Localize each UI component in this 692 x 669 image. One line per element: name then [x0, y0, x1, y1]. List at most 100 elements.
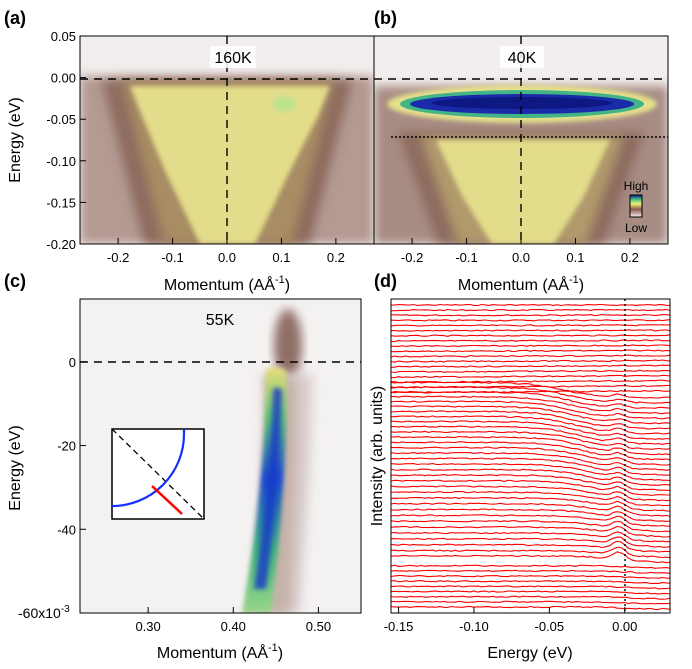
edc-line [390, 400, 671, 420]
edc-line [390, 354, 671, 358]
panel-d-xlabel: Energy (eV) [487, 645, 572, 662]
panel-c-image [80, 299, 361, 613]
panel-d-xtick-label: -0.15 [384, 619, 414, 634]
edc-line [390, 585, 671, 590]
inset-diagonal [111, 428, 205, 520]
panel-b-xtick-label: 0.1 [566, 250, 584, 265]
edc-line [390, 364, 671, 368]
panel-b-xlabel: Momentum (AÅ-1) [458, 274, 584, 294]
edc-line [390, 319, 671, 322]
panel-a-ytick-label: -0.15 [46, 195, 76, 210]
panel-c: 55K (c) 0 -20 -40 0.30 0.40 0.50 -60x10-3 En… [4, 271, 362, 662]
panel-c-y-axis: 0 -20 -40 [57, 355, 86, 537]
edc-line [390, 329, 671, 332]
panel-c-temp: 55K [206, 312, 235, 329]
edc-line [390, 303, 671, 307]
inset-fermi-arc [111, 429, 186, 508]
panel-a-xtick-label: 0.2 [327, 250, 345, 265]
panel-d-xtick-label: -0.10 [459, 619, 489, 634]
panel-b-xtick-label: 0.2 [621, 250, 639, 265]
panel-d-xtick-label: 0.00 [612, 619, 637, 634]
edc-line [390, 600, 670, 605]
panel-c-xtick-label: 0.40 [221, 619, 246, 634]
edc-line [391, 415, 671, 435]
panel-c-xtick-label: 0.30 [135, 619, 160, 634]
edc-line [390, 520, 671, 533]
panel-a-ytick-label: -0.10 [46, 154, 76, 169]
edc-line [390, 531, 671, 543]
panel-a-xtick-label: -0.1 [161, 250, 183, 265]
panel-a-y-axis: 0.05 0.00 -0.05 -0.10 -0.15 -0.20 [46, 29, 86, 252]
edc-line [390, 551, 671, 564]
edc-line [391, 314, 671, 317]
panel-a-ylabel: Energy (eV) [7, 97, 24, 182]
panel-c-xtick-label: 0.50 [306, 619, 331, 634]
edc-line [390, 334, 671, 337]
edc-line [390, 502, 671, 517]
edc-line [390, 479, 670, 497]
edc-line [390, 359, 671, 363]
panel-d-xtick-label: -0.05 [535, 619, 565, 634]
edc-line [390, 496, 670, 512]
edc-line [390, 540, 670, 553]
edc-line [390, 525, 671, 538]
panel-a: 160K (a) 0.05 0.00 -0.05 -0.10 -0.15 -0.20 -0… [4, 8, 375, 294]
edc-line [390, 485, 671, 502]
panel-a-letter: (a) [4, 8, 26, 28]
edc-line [390, 468, 671, 486]
panel-d: (d) -0.15 -0.10 -0.05 0.00 Intensity (arb. … [369, 271, 671, 662]
panel-a-ytick-label: 0.05 [51, 29, 76, 44]
panel-b-colorbar-low: Low [625, 221, 647, 235]
edc-line [390, 430, 671, 450]
edc-line [390, 536, 671, 548]
panel-c-ylabel: Energy (eV) [7, 425, 24, 510]
panel-b: 40K (b) High Low -0.2 -0.1 0.0 0.1 0.2 Momen… [373, 8, 669, 294]
edc-line [390, 369, 671, 374]
panel-c-inset [111, 428, 205, 520]
panel-b-xtick-label: -0.1 [455, 250, 477, 265]
edc-line [390, 569, 671, 574]
edc-line [390, 435, 671, 456]
panel-d-ylabel: Intensity (arb. units) [369, 386, 386, 527]
edc-line [390, 324, 671, 327]
panel-d-letter: (d) [374, 271, 397, 291]
edc-line [390, 595, 671, 600]
edc-line [390, 590, 671, 595]
edc-line [390, 386, 671, 404]
edc-line [390, 580, 671, 585]
panel-b-letter: (b) [374, 8, 397, 28]
panel-a-xtick-label: 0.0 [218, 250, 236, 265]
panel-c-exp: -60x10-3 [18, 604, 70, 621]
edc-line [390, 381, 671, 399]
panel-a-xtick-label: 0.1 [272, 250, 290, 265]
panel-b-temp: 40K [508, 50, 537, 67]
panel-a-ytick-label: -0.05 [46, 112, 76, 127]
edc-line [391, 508, 671, 522]
panel-a-ytick-label: 0.00 [51, 71, 76, 86]
edc-line [390, 339, 670, 343]
panel-b-x-axis: -0.2 -0.1 0.0 0.1 0.2 [401, 238, 639, 265]
panel-c-x-axis: 0.30 0.40 0.50 [135, 607, 331, 634]
edc-line [390, 446, 671, 466]
edc-line [390, 410, 671, 430]
edc-line [390, 349, 671, 353]
panel-c-xlabel: Momentum (AÅ-1) [157, 642, 283, 662]
panel-c-ytick-label: -20 [57, 439, 76, 454]
panel-c-letter: (c) [4, 271, 26, 291]
panel-b-colorbar-high: High [624, 179, 649, 193]
edc-line [390, 425, 671, 445]
edc-line [390, 564, 671, 569]
panel-c-ytick-label: -40 [57, 522, 76, 537]
edc-line [390, 420, 671, 440]
edc-line [390, 395, 671, 415]
edc-line [390, 441, 671, 461]
inset-cut-line [151, 485, 183, 515]
edc-line [390, 390, 671, 409]
edc-line [390, 546, 671, 559]
edc-line [390, 462, 671, 482]
panel-a-xlabel: Momentum (AÅ-1) [164, 274, 290, 294]
panel-a-temp: 160K [214, 50, 252, 67]
edc-line [390, 344, 671, 348]
panel-b-colorbar [629, 194, 643, 218]
